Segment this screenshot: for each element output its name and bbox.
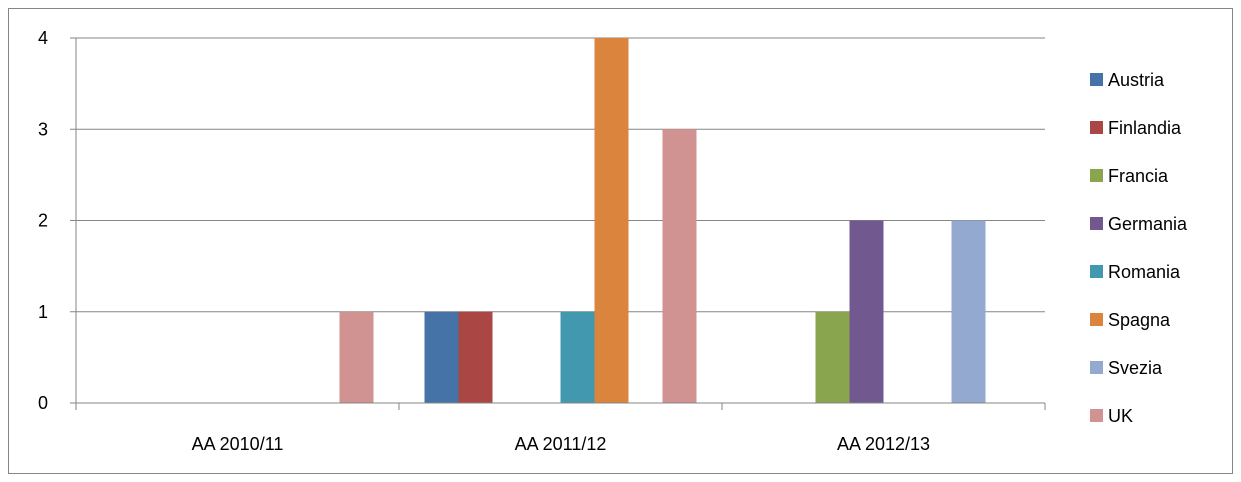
legend: Austria Finlandia Francia Germania Romania Sp…	[1090, 70, 1188, 426]
bar-spagna	[594, 38, 629, 403]
y-ticks: 0 1 2 3 4	[38, 28, 76, 413]
x-tick-label: AA 2012/13	[837, 434, 930, 454]
legend-label: Germania	[1108, 214, 1188, 234]
bar-uk	[339, 311, 374, 403]
legend-label: Svezia	[1108, 358, 1163, 378]
legend-label: Romania	[1108, 262, 1181, 282]
y-tick-label: 4	[38, 28, 48, 48]
legend-label: Finlandia	[1108, 118, 1182, 138]
bars	[339, 38, 986, 403]
bar-romania	[560, 311, 595, 403]
bar-svezia	[951, 220, 986, 403]
y-tick-label: 1	[38, 302, 48, 322]
legend-swatch	[1090, 217, 1103, 230]
y-tick-label: 2	[38, 211, 48, 231]
bar-germania	[849, 220, 884, 403]
legend-label: Francia	[1108, 166, 1169, 186]
legend-swatch	[1090, 169, 1103, 182]
x-tick-label: AA 2011/12	[515, 434, 607, 454]
gridlines	[76, 37, 1045, 313]
legend-label: Austria	[1108, 70, 1165, 90]
legend-label: Spagna	[1108, 310, 1171, 330]
y-tick-label: 3	[38, 119, 48, 139]
bar-finlandia	[458, 311, 493, 403]
bar-austria	[424, 311, 459, 403]
legend-swatch	[1090, 361, 1103, 374]
legend-swatch	[1090, 73, 1103, 86]
bar-francia	[815, 311, 850, 403]
legend-swatch	[1090, 409, 1103, 422]
y-tick-label: 0	[38, 393, 48, 413]
legend-label: UK	[1108, 406, 1133, 426]
x-ticks: AA 2010/11 AA 2011/12 AA 2012/13	[75, 403, 1046, 454]
x-tick-label: AA 2010/11	[192, 434, 284, 454]
legend-swatch	[1090, 313, 1103, 326]
legend-swatch	[1090, 265, 1103, 278]
legend-swatch	[1090, 121, 1103, 134]
bar-uk	[662, 129, 697, 403]
